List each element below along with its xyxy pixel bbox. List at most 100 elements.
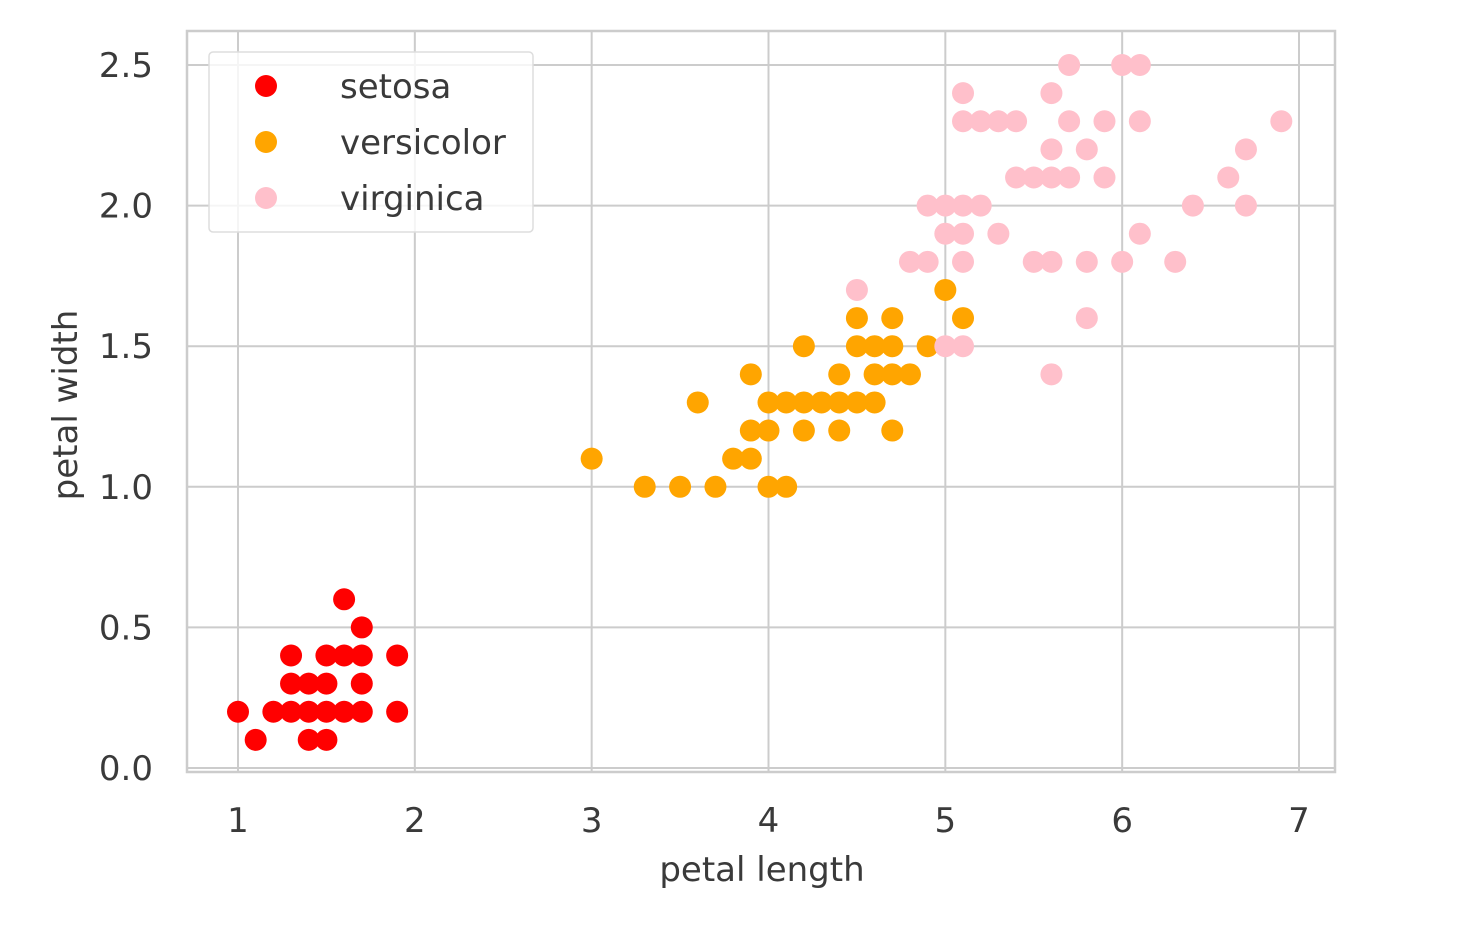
point-versicolor (863, 363, 886, 386)
legend-marker-setosa (255, 75, 277, 97)
point-virginica (1040, 82, 1063, 105)
point-versicolor (863, 391, 886, 414)
y-tick-label: 1.5 (99, 327, 153, 367)
point-virginica (969, 110, 992, 133)
point-setosa (386, 700, 409, 723)
point-virginica (1111, 250, 1134, 273)
point-virginica (952, 222, 975, 245)
point-versicolor (775, 475, 798, 498)
data-points (227, 54, 1293, 751)
point-setosa (280, 700, 303, 723)
point-setosa (297, 672, 320, 695)
point-setosa (315, 728, 338, 751)
point-virginica (1128, 54, 1151, 76)
point-virginica (969, 194, 992, 217)
point-virginica (1075, 307, 1098, 330)
point-versicolor (881, 335, 904, 358)
point-virginica (1128, 110, 1151, 133)
point-versicolor (845, 335, 868, 358)
plot-border (185, 29, 1337, 774)
point-versicolor (704, 475, 727, 498)
x-tick-label: 5 (935, 801, 957, 841)
point-virginica (1128, 222, 1151, 245)
point-virginica (952, 335, 975, 358)
point-virginica (845, 278, 868, 301)
point-versicolor (669, 475, 692, 498)
point-versicolor (881, 363, 904, 386)
point-virginica (1181, 194, 1204, 217)
point-setosa (350, 700, 373, 723)
point-versicolor (916, 335, 939, 358)
point-virginica (898, 250, 921, 273)
legend-box (208, 51, 534, 233)
point-setosa (280, 644, 303, 667)
point-versicolor (792, 391, 815, 414)
legend-label-setosa: setosa (340, 67, 451, 107)
point-versicolor (881, 307, 904, 330)
legend: setosa versicolor virginica (208, 51, 534, 233)
point-virginica (1234, 194, 1257, 217)
point-setosa (315, 672, 338, 695)
point-virginica (916, 250, 939, 273)
y-tick-label: 2.0 (99, 187, 153, 227)
point-setosa (315, 700, 338, 723)
point-versicolor (722, 447, 745, 470)
x-tick-label: 1 (227, 801, 249, 841)
x-tick-label: 2 (404, 801, 426, 841)
legend-label-virginica: virginica (340, 179, 485, 219)
point-virginica (1093, 110, 1116, 133)
point-versicolor (739, 363, 762, 386)
point-setosa (386, 644, 409, 667)
x-axis-label: petal length (659, 850, 864, 890)
point-versicolor (934, 278, 957, 301)
y-tick-label: 0.0 (99, 749, 153, 789)
point-virginica (1022, 166, 1045, 189)
point-versicolor (739, 419, 762, 442)
point-setosa (333, 588, 356, 611)
point-versicolor (757, 475, 780, 498)
x-tick-label: 6 (1111, 801, 1133, 841)
point-versicolor (757, 391, 780, 414)
point-virginica (1058, 54, 1081, 76)
tick-labels: 1 2 3 4 5 6 7 0.0 0.5 1.0 1.5 2.0 2.5 (99, 46, 1310, 841)
point-virginica (1075, 138, 1098, 161)
point-setosa (297, 700, 320, 723)
point-virginica (1005, 110, 1028, 133)
point-virginica (916, 194, 939, 217)
point-virginica (952, 194, 975, 217)
point-virginica (1217, 166, 1240, 189)
x-tick-label: 3 (581, 801, 603, 841)
point-virginica (987, 222, 1010, 245)
point-virginica (1164, 250, 1187, 273)
legend-marker-virginica (255, 187, 277, 209)
point-virginica (934, 194, 957, 217)
point-setosa (297, 728, 320, 751)
point-virginica (1075, 250, 1098, 273)
point-virginica (1040, 250, 1063, 273)
legend-label-versicolor: versicolor (340, 123, 506, 163)
point-virginica (1270, 110, 1293, 133)
point-versicolor (686, 391, 709, 414)
point-setosa (280, 672, 303, 695)
x-tick-label: 4 (758, 801, 780, 841)
plot-frame (185, 29, 1337, 774)
point-virginica (1022, 250, 1045, 273)
point-versicolor (828, 391, 851, 414)
point-versicolor (828, 363, 851, 386)
point-virginica (1234, 138, 1257, 161)
point-versicolor (881, 419, 904, 442)
point-versicolor (845, 391, 868, 414)
point-versicolor (863, 335, 886, 358)
point-setosa (350, 672, 373, 695)
point-setosa (244, 728, 267, 751)
point-virginica (934, 335, 957, 358)
point-setosa (333, 700, 356, 723)
point-versicolor (810, 391, 833, 414)
legend-marker-versicolor (255, 131, 277, 153)
point-virginica (1005, 166, 1028, 189)
point-virginica (1058, 166, 1081, 189)
y-tick-label: 2.5 (99, 46, 153, 86)
point-virginica (1058, 110, 1081, 133)
